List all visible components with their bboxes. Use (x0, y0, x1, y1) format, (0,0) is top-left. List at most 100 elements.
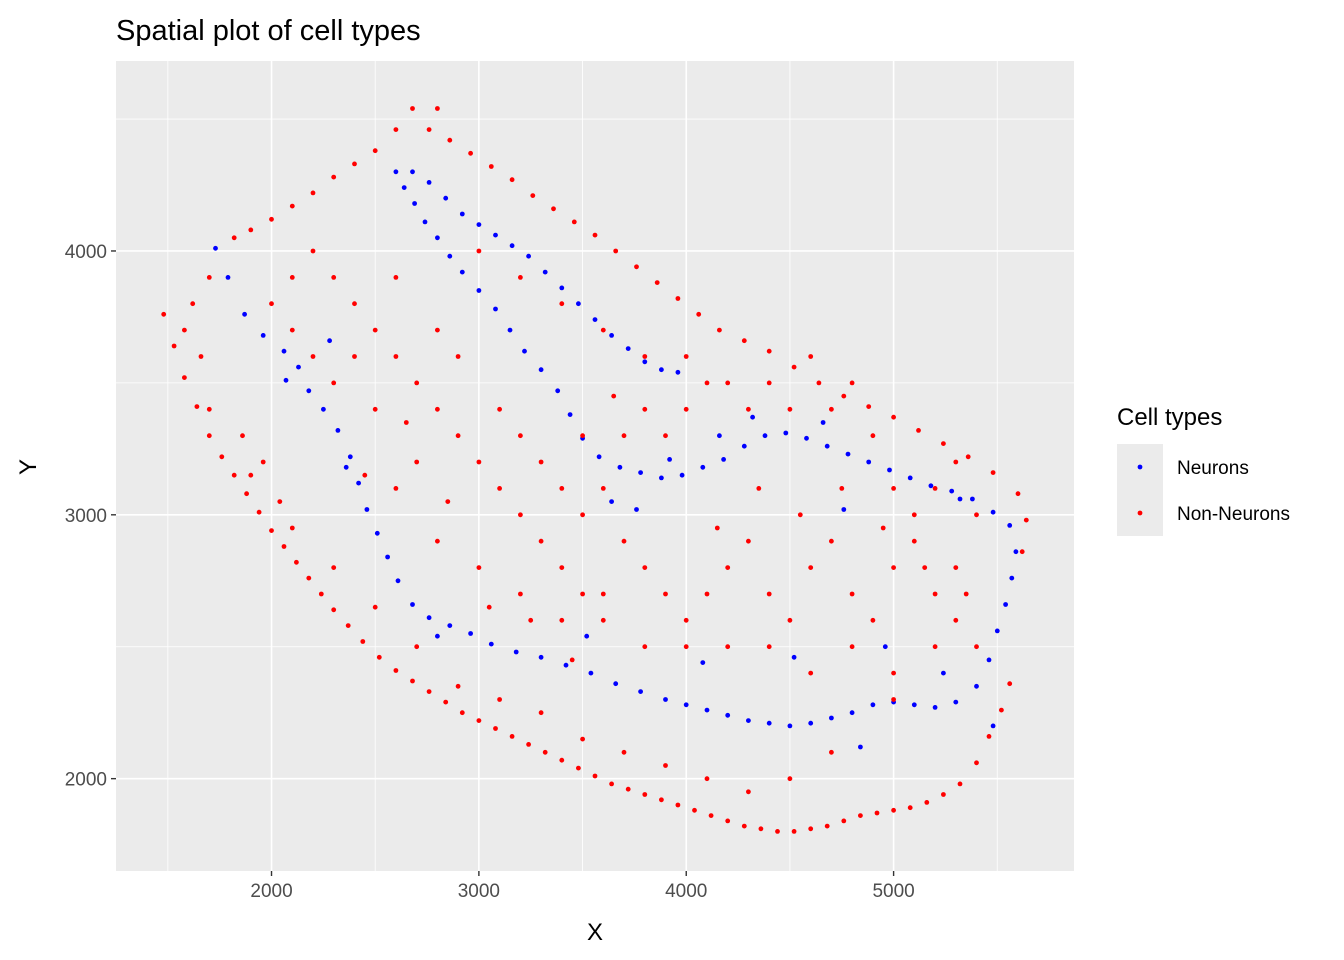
data-point (231, 472, 237, 478)
data-point (613, 248, 619, 254)
data-point (414, 644, 420, 650)
data-point (941, 441, 946, 446)
data-point (426, 615, 432, 621)
data-point (949, 488, 955, 494)
data-point (870, 433, 876, 439)
data-point (345, 623, 351, 628)
legend-key-neurons (1137, 464, 1143, 470)
legend: Cell types Neurons Non-Neurons (1117, 404, 1290, 536)
x-tick-label: 4000 (665, 881, 707, 902)
data-point (493, 232, 498, 238)
data-point (596, 454, 602, 460)
data-point (403, 420, 409, 425)
data-point (953, 459, 959, 465)
data-point (829, 749, 834, 755)
data-point (787, 406, 793, 412)
data-point (455, 354, 461, 359)
data-point (335, 428, 341, 433)
data-point (588, 670, 594, 676)
data-point (621, 433, 627, 439)
data-point (395, 578, 401, 584)
data-point (542, 749, 548, 755)
data-point (600, 617, 606, 623)
data-point (327, 338, 332, 344)
data-point (659, 797, 664, 803)
data-point (683, 644, 689, 650)
data-point (704, 707, 710, 713)
data-point (766, 720, 772, 726)
data-point (750, 414, 755, 420)
data-point (766, 380, 772, 386)
series-non-neurons (161, 106, 1029, 834)
data-point (911, 702, 917, 708)
data-point (891, 486, 896, 491)
data-point (841, 507, 847, 512)
data-point (225, 275, 231, 280)
data-point (746, 406, 751, 412)
data-point (592, 317, 598, 322)
data-point (714, 525, 720, 531)
data-point (704, 380, 710, 386)
data-point (600, 591, 606, 597)
data-point (746, 538, 751, 544)
data-point (870, 617, 876, 623)
data-point (256, 509, 262, 515)
data-point (797, 512, 803, 518)
data-point (360, 639, 366, 644)
data-point (974, 644, 979, 650)
data-point (182, 375, 187, 380)
data-point (248, 227, 254, 233)
data-point (538, 367, 544, 373)
data-point (522, 348, 527, 354)
data-point (260, 333, 266, 338)
data-point (567, 412, 573, 417)
data-point (580, 736, 585, 742)
data-point (422, 219, 428, 225)
data-point (870, 702, 876, 708)
data-point (717, 433, 722, 439)
data-point (393, 169, 399, 175)
data-point (986, 734, 992, 739)
data-point (638, 470, 643, 475)
data-point (580, 591, 585, 597)
data-point (696, 311, 702, 317)
data-point (206, 433, 212, 439)
legend-title: Cell types (1117, 404, 1222, 431)
data-point (775, 829, 780, 834)
data-point (161, 311, 167, 317)
data-point (708, 813, 714, 818)
data-point (559, 565, 565, 570)
data-point (476, 459, 482, 465)
data-point (551, 206, 556, 212)
data-point (663, 433, 668, 439)
data-point (331, 565, 337, 570)
data-point (638, 689, 643, 694)
data-point (791, 364, 797, 370)
data-point (289, 327, 295, 333)
data-point (306, 388, 312, 394)
data-point (526, 253, 531, 259)
x-axis: 2000 3000 4000 5000 (250, 871, 915, 902)
data-point (468, 631, 473, 636)
data-point (787, 723, 793, 729)
data-point (957, 781, 963, 787)
data-point (569, 657, 575, 663)
data-point (269, 301, 274, 307)
data-point (343, 464, 349, 470)
data-point (576, 301, 581, 307)
data-point (990, 509, 996, 515)
data-point (331, 380, 337, 386)
data-point (269, 216, 274, 222)
y-axis: 2000 3000 4000 (65, 242, 116, 791)
x-axis-title: X (587, 919, 603, 946)
data-point (613, 681, 619, 687)
data-point (941, 792, 946, 797)
data-point (849, 644, 855, 650)
data-point (787, 776, 793, 782)
data-point (974, 760, 979, 766)
data-point (1013, 549, 1019, 555)
data-point (283, 377, 289, 383)
data-point (721, 457, 726, 462)
data-point (816, 380, 822, 386)
data-point (804, 435, 809, 441)
